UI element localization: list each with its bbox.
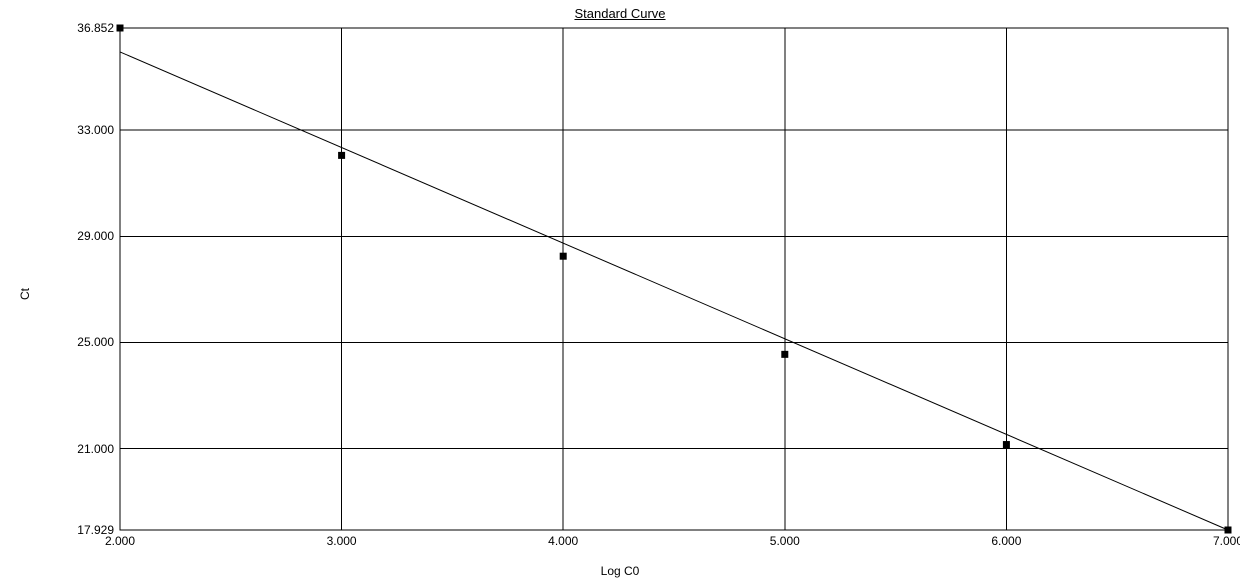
data-marker — [338, 152, 345, 159]
y-tick-label: 36.852 — [77, 21, 114, 35]
y-tick-label: 29.000 — [77, 229, 114, 243]
data-marker — [1003, 441, 1010, 448]
y-tick-label: 33.000 — [77, 123, 114, 137]
x-tick-label: 4.000 — [548, 534, 578, 548]
y-tick-label: 25.000 — [77, 335, 114, 349]
x-tick-label: 7.000 — [1213, 534, 1240, 548]
chart-plot — [0, 0, 1240, 584]
x-tick-label: 6.000 — [991, 534, 1021, 548]
data-marker — [560, 253, 567, 260]
x-tick-label: 2.000 — [105, 534, 135, 548]
x-tick-label: 3.000 — [327, 534, 357, 548]
data-marker — [781, 351, 788, 358]
data-marker — [1225, 527, 1232, 534]
x-tick-label: 5.000 — [770, 534, 800, 548]
y-tick-label: 21.000 — [77, 442, 114, 456]
data-marker — [117, 25, 124, 32]
chart-container: Standard Curve Ct Log C0 17.92921.00025.… — [0, 0, 1240, 584]
